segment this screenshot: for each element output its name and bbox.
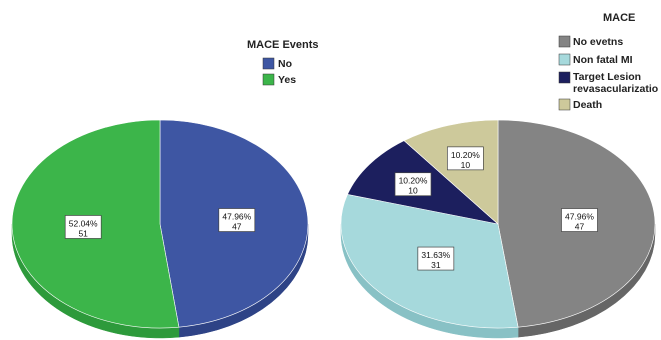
data-label-death: 10.20%10 — [446, 146, 484, 171]
data-label-count: 47 — [575, 222, 585, 232]
legend-swatch-no — [262, 57, 275, 70]
pie-slice-death — [403, 119, 499, 225]
legend-mace: MACE No evetns Non fatal MI Target Lesio… — [558, 12, 658, 111]
data-label-box — [218, 208, 256, 232]
data-label-non-fatal-mi: 31.63%31 — [417, 246, 455, 271]
legend-label-target-lesion-line1: Target Lesion — [573, 71, 641, 83]
data-label-percent: 52.04% — [69, 218, 98, 228]
data-label-percent: 47.96% — [222, 212, 251, 222]
data-label-percent: 10.20% — [399, 176, 428, 186]
data-label-count: 47 — [232, 222, 242, 232]
pie-chart-mace-events: 47.96%47 52.04%51 — [11, 119, 309, 339]
data-label-count: 31 — [431, 260, 441, 270]
legend-swatch-death — [558, 98, 571, 111]
data-label-box — [446, 146, 484, 171]
legend-label-target-lesion-line2: revasacularizatio — [573, 83, 658, 95]
data-label-box — [417, 246, 455, 271]
data-label-percent: 47.96% — [565, 212, 594, 222]
data-label-box — [64, 215, 102, 239]
data-label-percent: 10.20% — [451, 150, 480, 160]
legend-label-no: No — [278, 58, 292, 70]
data-label-box — [561, 208, 598, 232]
data-label-box — [394, 172, 432, 197]
legend-swatch-non-fatal-mi — [558, 53, 571, 66]
data-label-no: 47.96%47 — [218, 208, 256, 232]
data-label-percent: 31.63% — [421, 250, 450, 260]
data-label-target-lesion-revasacularizatio: 10.20%10 — [394, 172, 432, 197]
legend-title-mace-events: MACE Events — [247, 39, 319, 51]
legend-label-non-fatal-mi: Non fatal MI — [573, 54, 633, 66]
data-label-yes: 52.04%51 — [64, 215, 102, 239]
legend-label-yes: Yes — [278, 74, 296, 86]
data-label-no-evetns: 47.96%47 — [561, 208, 598, 232]
legend-mace-events: MACE Events No Yes — [247, 39, 319, 86]
legend-title-mace: MACE — [603, 12, 635, 24]
legend-swatch-target-lesion — [558, 71, 571, 84]
data-label-count: 10 — [461, 160, 471, 170]
legend-label-no-evetns: No evetns — [573, 36, 623, 48]
legend-swatch-no-evetns — [558, 35, 571, 48]
data-label-count: 10 — [408, 186, 418, 196]
legend-swatch-yes — [262, 73, 275, 86]
legend-label-death: Death — [573, 99, 602, 111]
data-label-count: 51 — [78, 228, 88, 238]
